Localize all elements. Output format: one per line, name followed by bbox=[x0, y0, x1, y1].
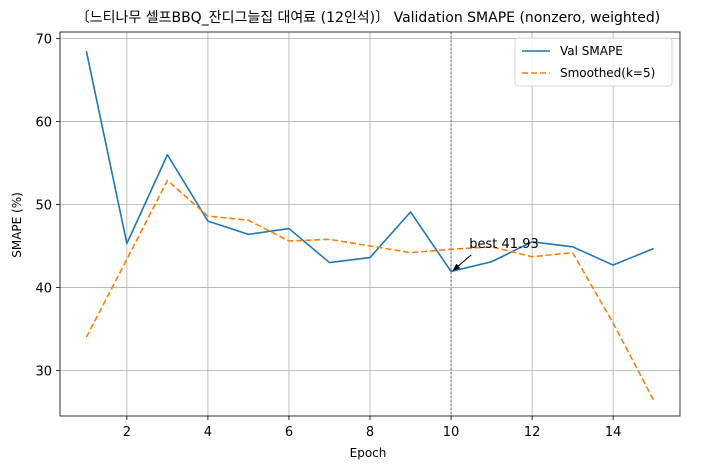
y-tick-label: 40 bbox=[35, 281, 52, 296]
x-tick-label: 2 bbox=[123, 425, 131, 440]
annotation-arrow bbox=[452, 254, 472, 272]
grid bbox=[60, 32, 680, 416]
legend-label: Val SMAPE bbox=[560, 44, 623, 58]
ticks: 2 4 6 8 10 12 14 30 40 50 60 70 bbox=[35, 33, 621, 440]
x-tick-label: 10 bbox=[443, 425, 460, 440]
annotation: best 41.93 bbox=[452, 237, 539, 272]
y-tick-label: 50 bbox=[35, 199, 52, 214]
y-tick-label: 60 bbox=[35, 116, 52, 131]
series bbox=[85, 50, 655, 401]
x-axis-label: Epoch bbox=[350, 446, 387, 460]
y-axis-label: SMAPE (%) bbox=[10, 192, 24, 258]
legend: Val SMAPE Smoothed(k=5) bbox=[514, 37, 673, 87]
x-tick-label: 14 bbox=[605, 425, 622, 440]
x-tick-label: 12 bbox=[524, 425, 541, 440]
y-tick-label: 70 bbox=[35, 33, 52, 48]
x-tick-label: 6 bbox=[285, 425, 293, 440]
chart-title: 〔느티나무 셀프BBQ_잔디그늘집 대여료 (12인석)〕 Validation… bbox=[76, 10, 661, 26]
y-tick-label: 30 bbox=[35, 364, 52, 379]
annotation-text: best 41.93 bbox=[469, 237, 538, 252]
x-tick-label: 4 bbox=[204, 425, 212, 440]
x-tick-label: 8 bbox=[366, 425, 374, 440]
legend-label: Smoothed(k=5) bbox=[560, 66, 655, 80]
legend-box bbox=[514, 37, 673, 87]
